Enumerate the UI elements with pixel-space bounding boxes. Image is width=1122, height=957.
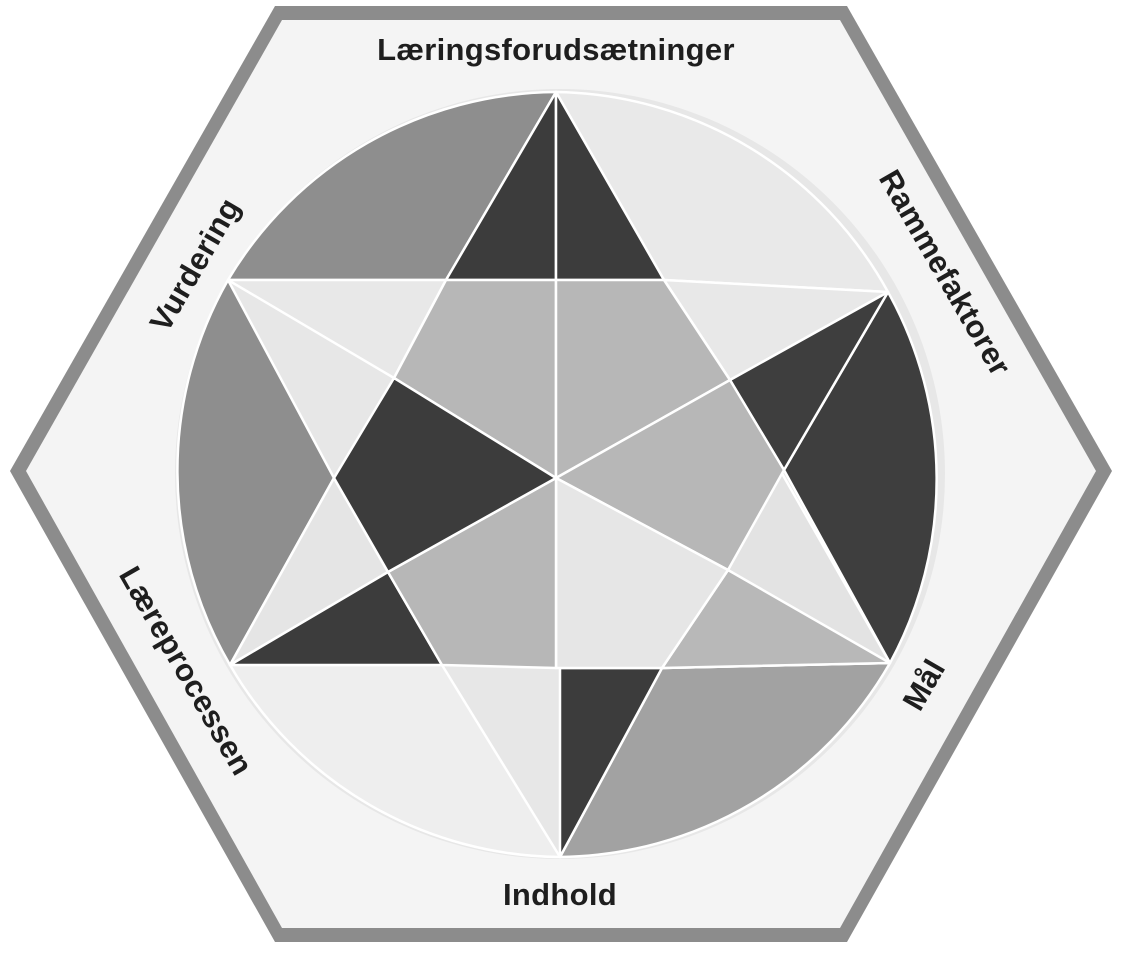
segment-top-right [554,90,890,294]
segment-top-left [226,90,558,282]
label-laeringsforudsaetninger: Læringsforudsætninger [377,32,735,67]
segment-right [782,290,938,665]
label-indhold: Indhold [503,877,617,912]
segment-bottom-left [228,663,562,859]
segment-bottom-right [558,661,892,859]
inner-left [332,376,558,574]
segment-left [176,278,336,667]
